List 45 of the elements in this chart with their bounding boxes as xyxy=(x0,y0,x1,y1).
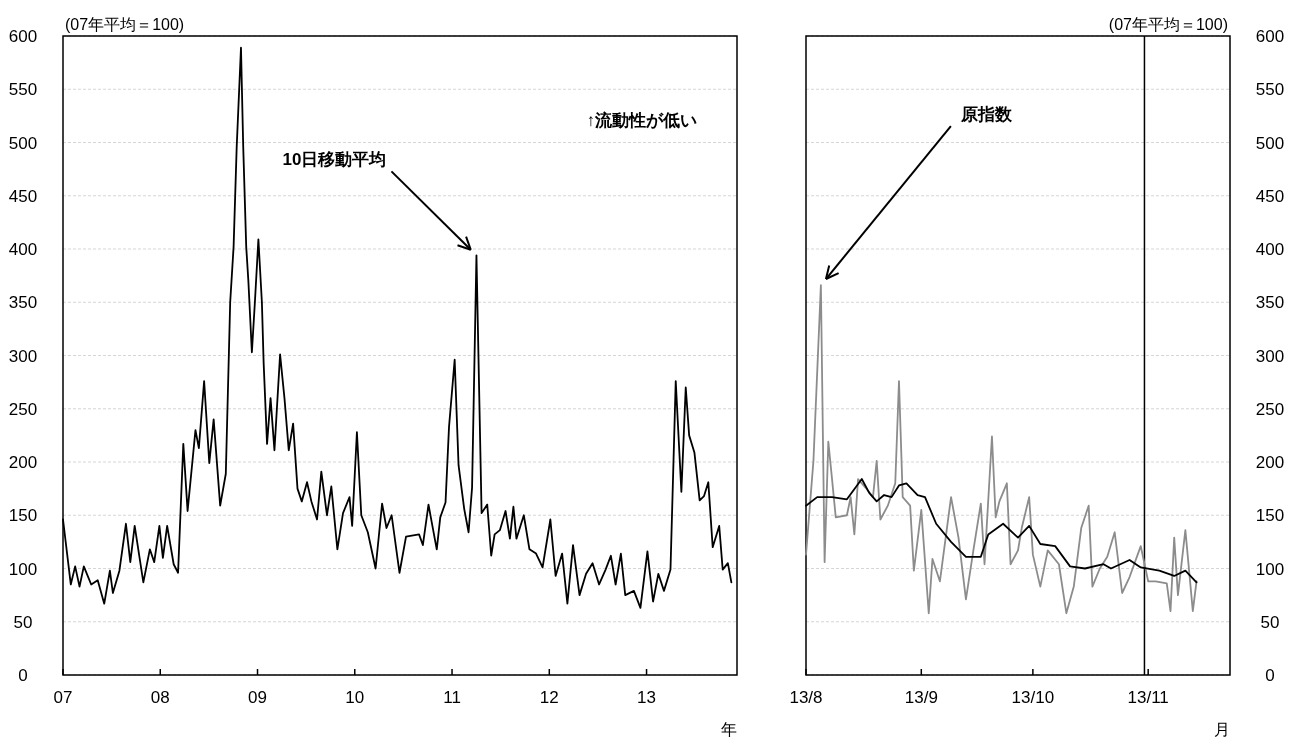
y2-tick-label: 250 xyxy=(1255,399,1285,419)
x-tick-label: 13 xyxy=(637,688,657,707)
x-tick-label: 13/9 xyxy=(904,688,938,707)
x-tick-label: 11 xyxy=(443,688,461,707)
y2-tick-label: 600 xyxy=(1255,27,1285,46)
y2-tick-label: 200 xyxy=(1255,453,1285,472)
y2-tick-label: 50 xyxy=(1260,612,1280,632)
y2-tick-label: 0 xyxy=(1265,666,1275,685)
x-tick-label: 09 xyxy=(248,688,267,707)
y-tick-label: 150 xyxy=(8,506,38,526)
x-tick-label: 07 xyxy=(53,688,73,707)
y2-tick-label: 350 xyxy=(1255,293,1285,313)
y-tick-label: 400 xyxy=(8,240,38,259)
x-axis-title: 月 xyxy=(1214,721,1230,738)
y-tick-label: 250 xyxy=(8,399,38,419)
y2-tick-label: 400 xyxy=(1255,240,1285,259)
y-tick-label: 100 xyxy=(8,559,38,579)
annotation: 10日移動平均 xyxy=(282,150,387,170)
y-tick-label: 550 xyxy=(8,80,38,100)
x-tick-label: 10 xyxy=(345,688,365,707)
y-tick-label: 350 xyxy=(8,293,38,313)
y-tick-label: 200 xyxy=(8,453,38,472)
y-axis-title: (07年平均＝100) xyxy=(65,16,185,33)
x-tick-label: 08 xyxy=(150,688,170,707)
y-tick-label: 0 xyxy=(18,666,28,685)
y2-tick-label: 300 xyxy=(1255,346,1285,366)
annotation: ↑流動性が低い xyxy=(586,111,697,130)
y-tick-label: 300 xyxy=(8,346,38,366)
x-tick-label: 13/11 xyxy=(1127,688,1169,707)
y2-tick-label: 150 xyxy=(1255,506,1285,526)
x-tick-label: 12 xyxy=(539,688,559,707)
y2-tick-label: 450 xyxy=(1255,186,1285,206)
line-series xyxy=(805,284,1198,615)
x-tick-label: 13/10 xyxy=(1011,688,1055,707)
x-axis-title: 年 xyxy=(721,721,737,738)
y-tick-label: 50 xyxy=(13,612,33,632)
y-tick-label: 600 xyxy=(8,27,38,46)
y2-tick-label: 100 xyxy=(1255,559,1285,579)
x-tick-label: 13/8 xyxy=(789,688,823,707)
y-tick-label: 450 xyxy=(8,186,38,206)
text: 原指数 xyxy=(959,105,1013,125)
y-tick-label: 500 xyxy=(8,133,38,153)
y2-axis-title: (07年平均＝100) xyxy=(1108,16,1228,33)
y2-tick-label: 500 xyxy=(1255,133,1285,153)
y2-tick-label: 550 xyxy=(1255,80,1285,100)
